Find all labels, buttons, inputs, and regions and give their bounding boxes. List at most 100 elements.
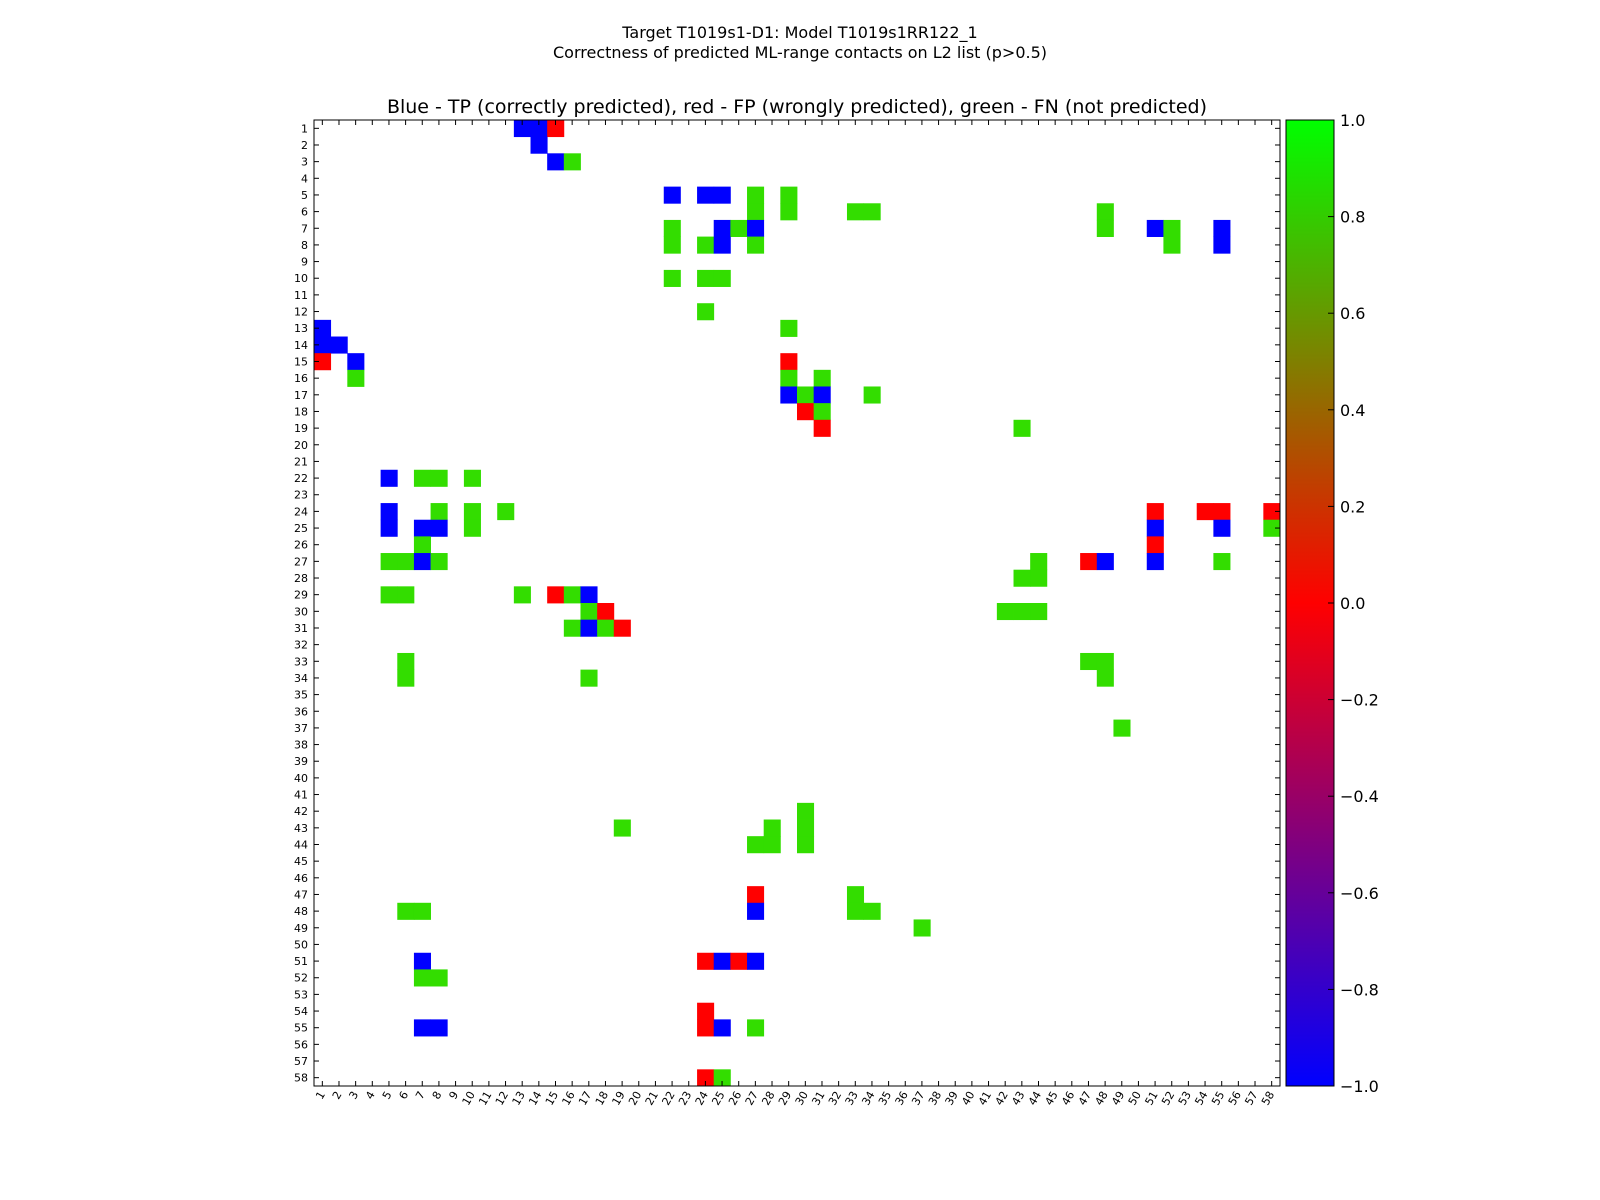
x-tick-label: 29 xyxy=(776,1089,794,1108)
heatmap-cell xyxy=(380,519,398,537)
heatmap-cell xyxy=(797,403,815,421)
x-tick-label: 23 xyxy=(676,1089,694,1108)
y-tick-label: 42 xyxy=(294,805,308,818)
heatmap-cell xyxy=(813,386,831,404)
heatmap-cell xyxy=(1196,503,1214,521)
heatmap-cell xyxy=(697,269,715,287)
heatmap-cell xyxy=(397,902,415,920)
x-tick-label: 55 xyxy=(1209,1089,1227,1108)
heatmap-cell xyxy=(813,419,831,437)
heatmap-cell xyxy=(580,586,598,604)
x-tick-label: 2 xyxy=(330,1089,345,1102)
colorbar xyxy=(1285,119,1335,1087)
y-tick-label: 28 xyxy=(294,572,308,585)
x-tick-label: 1 xyxy=(313,1089,328,1102)
heatmap-cell xyxy=(314,353,332,371)
x-tick-label: 53 xyxy=(1176,1089,1194,1108)
y-tick-label: 1 xyxy=(301,122,308,135)
heatmap-cell xyxy=(430,969,448,987)
y-tick-label: 21 xyxy=(294,455,308,468)
heatmap-cell xyxy=(463,519,481,537)
heatmap-cell xyxy=(1030,603,1048,621)
colorbar-tick-label: −0.2 xyxy=(1340,691,1379,710)
heatmap-cell xyxy=(713,1019,731,1037)
heatmap-cell xyxy=(413,902,431,920)
x-tick-label: 41 xyxy=(976,1089,994,1108)
heatmap-cell xyxy=(1213,553,1231,571)
heatmap-cell xyxy=(713,1069,731,1087)
heatmap-cell xyxy=(713,186,731,204)
heatmap-cell xyxy=(663,186,681,204)
heatmap-cell xyxy=(713,952,731,970)
heatmap-cell xyxy=(1030,553,1048,571)
heatmap-cell xyxy=(380,586,398,604)
heatmap-cell xyxy=(697,1019,715,1037)
heatmap-cell xyxy=(730,952,748,970)
heatmap-cell xyxy=(397,652,415,671)
x-tick-label: 7 xyxy=(413,1089,428,1102)
colorbar-tick-label: −0.8 xyxy=(1340,980,1379,999)
heatmap-cell xyxy=(846,902,865,920)
heatmap-cell xyxy=(663,219,681,237)
x-tick-label: 36 xyxy=(893,1089,911,1108)
y-axis: 1234567891011121314151617181920212223242… xyxy=(294,122,1280,1085)
y-tick-label: 35 xyxy=(294,689,308,702)
x-tick-label: 25 xyxy=(709,1089,727,1108)
heatmap-cell xyxy=(747,219,765,237)
x-tick-label: 44 xyxy=(1026,1089,1044,1108)
x-tick-label: 46 xyxy=(1059,1089,1077,1108)
heatmap-cell xyxy=(397,553,415,571)
heatmap-cell xyxy=(1213,519,1231,537)
x-tick-label: 32 xyxy=(826,1089,844,1108)
heatmap-cell xyxy=(1146,553,1164,571)
figure-suptitle-line2: Correctness of predicted ML-range contac… xyxy=(552,43,1048,62)
heatmap-cell xyxy=(613,819,631,837)
y-tick-label: 54 xyxy=(294,1005,308,1018)
heatmap-cells xyxy=(314,120,1281,1087)
heatmap-cell xyxy=(380,553,398,571)
x-tick-label: 50 xyxy=(1126,1089,1144,1108)
x-tick-label: 34 xyxy=(859,1089,877,1108)
heatmap-cell xyxy=(1263,503,1281,521)
y-tick-label: 50 xyxy=(294,938,308,951)
heatmap-cell xyxy=(463,469,481,487)
y-tick-label: 49 xyxy=(294,922,308,935)
colorbar-tick-label: 0.4 xyxy=(1340,401,1365,420)
y-tick-label: 47 xyxy=(294,888,308,901)
heatmap-cell xyxy=(314,319,332,337)
heatmap-cell xyxy=(513,120,531,138)
heatmap-cell xyxy=(780,203,798,221)
x-tick-label: 39 xyxy=(943,1089,961,1108)
heatmap-cell xyxy=(713,269,731,287)
x-tick-label: 22 xyxy=(659,1089,677,1108)
heatmap-cell xyxy=(697,236,715,254)
heatmap-cell xyxy=(797,386,815,404)
plot-area xyxy=(314,120,1280,1086)
heatmap-cell xyxy=(347,369,365,387)
y-tick-label: 52 xyxy=(294,972,308,985)
y-tick-label: 57 xyxy=(294,1055,308,1068)
heatmap-cell xyxy=(1146,536,1164,554)
x-tick-label: 30 xyxy=(793,1089,811,1108)
heatmap-cell xyxy=(413,1019,431,1037)
x-tick-label: 10 xyxy=(460,1089,478,1108)
y-tick-label: 33 xyxy=(294,655,308,668)
y-tick-label: 24 xyxy=(294,505,308,518)
x-tick-label: 4 xyxy=(363,1089,378,1102)
y-tick-label: 43 xyxy=(294,822,308,835)
heatmap-cell xyxy=(1080,652,1098,671)
y-tick-label: 11 xyxy=(294,289,308,302)
heatmap-cell xyxy=(747,886,765,904)
x-tick-label: 42 xyxy=(993,1089,1011,1108)
heatmap-cell xyxy=(547,120,565,138)
y-tick-label: 18 xyxy=(294,405,308,418)
heatmap-cell xyxy=(430,1019,448,1037)
y-tick-label: 26 xyxy=(294,539,308,552)
x-tick-label: 18 xyxy=(593,1089,611,1108)
heatmap-cell xyxy=(863,203,881,221)
x-tick-label: 15 xyxy=(543,1089,561,1108)
y-tick-label: 15 xyxy=(294,356,308,369)
x-tick-label: 14 xyxy=(526,1089,544,1108)
heatmap-cell xyxy=(330,336,348,354)
